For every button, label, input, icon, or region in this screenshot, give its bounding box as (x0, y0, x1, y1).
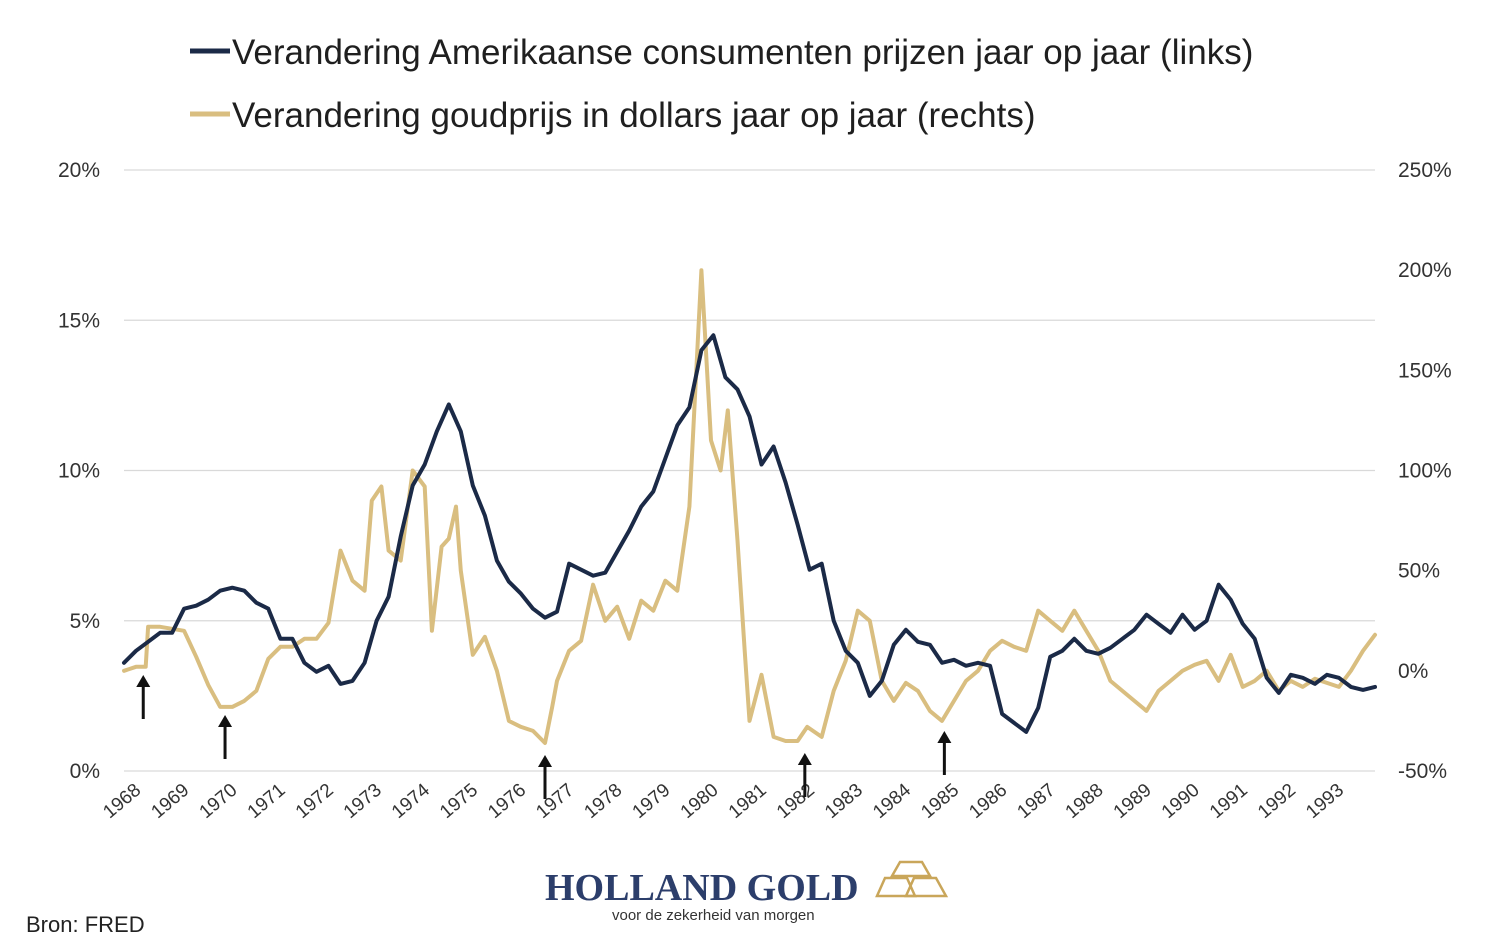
series-lines (122, 268, 1377, 745)
x-tick-label: 1978 (580, 780, 626, 823)
x-tick-label: 1986 (965, 780, 1011, 823)
right-tick-label: 100% (1398, 460, 1452, 483)
x-tick-label: 1985 (917, 780, 963, 823)
series-line-right (122, 268, 1377, 745)
left-tick-label: 0% (70, 760, 100, 783)
x-tick-label: 1972 (292, 780, 338, 823)
legend: Verandering Amerikaanse consumenten prij… (190, 33, 1253, 135)
x-tick-label: 1987 (1014, 780, 1060, 823)
left-axis-ticks: 0% 5% 10% 15% 20% (58, 159, 100, 783)
legend-label: Verandering goudprijs in dollars jaar op… (232, 96, 1035, 135)
gold-bars-icon (875, 860, 949, 898)
logo-tagline: voor de zekerheid van morgen (612, 907, 815, 924)
x-tick-label: 1975 (436, 780, 482, 823)
gridlines (124, 169, 1375, 772)
right-tick-label: -50% (1398, 760, 1447, 783)
left-tick-label: 15% (58, 309, 100, 332)
series-line-left (122, 333, 1377, 734)
holland-gold-logo: HOLLAND GOLD voor de zekerheid van morge… (545, 860, 949, 924)
left-tick-label: 10% (58, 460, 100, 483)
right-tick-label: 150% (1398, 359, 1452, 382)
x-tick-label: 1977 (532, 780, 578, 823)
logo-name: HOLLAND GOLD (545, 867, 859, 909)
x-tick-label: 1982 (773, 780, 819, 823)
right-tick-label: 0% (1398, 660, 1428, 683)
annotation-arrow (136, 675, 151, 719)
x-tick-label: 1992 (1254, 780, 1300, 823)
left-tick-label: 5% (70, 610, 100, 633)
x-tick-label: 1983 (821, 780, 867, 823)
x-tick-label: 1984 (869, 779, 915, 823)
x-tick-label: 1979 (629, 780, 675, 823)
annotation-arrow (797, 753, 812, 797)
x-tick-label: 1971 (244, 780, 290, 823)
x-tick-label: 1989 (1110, 780, 1156, 823)
x-tick-label: 1990 (1158, 780, 1204, 823)
legend-label: Verandering Amerikaanse consumenten prij… (232, 33, 1253, 72)
annotation-arrow (218, 715, 233, 759)
x-tick-label: 1969 (147, 780, 193, 823)
right-axis-ticks: -50% 0% 50% 100% 150% 200% 250% (1398, 159, 1452, 783)
annotation-arrow (937, 731, 952, 775)
x-tick-label: 1973 (340, 780, 386, 823)
x-tick-label: 1981 (725, 780, 771, 823)
x-axis-ticks: 1968 1969 1970 1971 1972 1973 1974 1975 1976 1977… (99, 779, 1348, 823)
left-tick-label: 20% (58, 159, 100, 182)
right-tick-label: 200% (1398, 259, 1452, 282)
source-note: Bron: FRED (26, 912, 145, 937)
annotation-arrows (136, 675, 952, 799)
x-tick-label: 1974 (388, 779, 434, 823)
x-tick-label: 1976 (484, 780, 530, 823)
right-tick-label: 50% (1398, 560, 1440, 583)
x-tick-label: 1993 (1302, 780, 1348, 823)
x-tick-label: 1980 (677, 780, 723, 823)
x-tick-label: 1968 (99, 780, 145, 823)
x-tick-label: 1970 (196, 780, 242, 823)
x-tick-label: 1988 (1062, 780, 1108, 823)
right-tick-label: 250% (1398, 159, 1452, 182)
annotation-arrow (538, 755, 553, 799)
x-tick-label: 1991 (1206, 780, 1252, 823)
